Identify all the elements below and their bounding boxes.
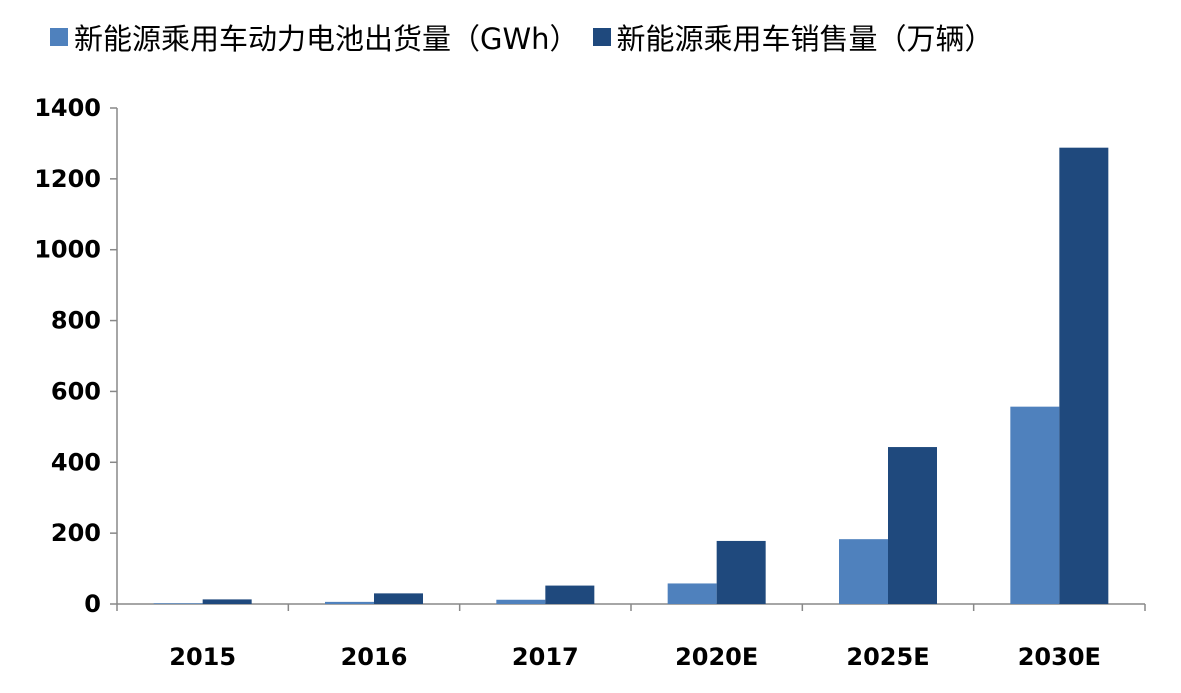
bar-vehicle-sales-2015 bbox=[202, 599, 252, 604]
y-tick-label: 0 bbox=[84, 590, 101, 618]
y-tick-label: 1200 bbox=[34, 165, 101, 193]
legend-label-battery-shipments: 新能源乘用车动力电池出货量（GWh） bbox=[74, 22, 579, 56]
x-tick-label: 2030E bbox=[1018, 643, 1101, 671]
y-tick-label: 1400 bbox=[34, 94, 101, 122]
bar-vehicle-sales-2030e bbox=[1059, 147, 1109, 604]
y-tick-label: 1000 bbox=[34, 236, 101, 264]
x-tick-label: 2025E bbox=[846, 643, 929, 671]
legend-label-vehicle-sales: 新能源乘用车销售量（万辆） bbox=[616, 22, 994, 56]
legend: 新能源乘用车动力电池出货量（GWh） 新能源乘用车销售量（万辆） bbox=[50, 16, 1008, 58]
legend-swatch-battery-shipments bbox=[50, 28, 68, 46]
bar-vehicle-sales-2016 bbox=[374, 593, 423, 604]
legend-item-battery-shipments: 新能源乘用车动力电池出货量（GWh） bbox=[50, 16, 579, 58]
y-tick-label: 800 bbox=[51, 307, 101, 335]
legend-swatch-vehicle-sales bbox=[592, 28, 611, 46]
bar-battery-shipments-2017 bbox=[496, 599, 546, 604]
legend-item-vehicle-sales: 新能源乘用车销售量（万辆） bbox=[592, 16, 994, 58]
x-tick-label: 2015 bbox=[169, 643, 236, 671]
bar-battery-shipments-2025e bbox=[839, 539, 888, 604]
x-tick-label: 2017 bbox=[512, 643, 579, 671]
bar-vehicle-sales-2025e bbox=[888, 447, 937, 604]
bar-battery-shipments-2030e bbox=[1010, 406, 1060, 604]
bar-vehicle-sales-2017 bbox=[545, 585, 595, 604]
bar-battery-shipments-2020e bbox=[667, 583, 717, 604]
bar-vehicle-sales-2020e bbox=[716, 540, 766, 604]
bar-battery-shipments-2015 bbox=[153, 603, 203, 604]
y-tick-label: 200 bbox=[51, 519, 101, 547]
bar-battery-shipments-2016 bbox=[325, 601, 374, 604]
y-tick-label: 600 bbox=[51, 377, 101, 405]
y-tick-label: 400 bbox=[51, 448, 101, 476]
x-tick-label: 2016 bbox=[341, 643, 408, 671]
x-tick-label: 2020E bbox=[675, 643, 758, 671]
